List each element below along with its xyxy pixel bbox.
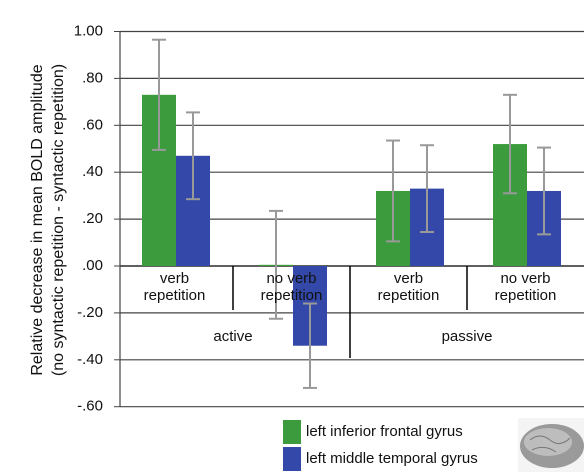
chart: Relative decrease in mean BOLD amplitude… [0,0,584,472]
brain-image [518,418,584,472]
y-tick-label: .20 [82,210,103,227]
group-label: passive [442,328,493,345]
y-tick-label: .00 [82,257,103,274]
y-axis-label: (no syntactic repetition - syntactic rep… [50,64,67,376]
y-tick-label: .60 [82,116,103,133]
x-tick-label: verb repetition [135,270,215,304]
x-tick-label: verb repetition [369,270,449,304]
y-tick-label: -.60 [77,398,103,415]
legend-swatch [283,447,301,471]
y-tick-label: .40 [82,163,103,180]
legend-label: left middle temporal gyrus [306,450,478,467]
y-tick-label: .80 [82,69,103,86]
y-tick-label: 1.00 [74,22,103,39]
y-tick-label: -.40 [77,351,103,368]
page: Relative decrease in mean BOLD amplitude… [0,0,584,472]
y-tick-label: -.20 [77,304,103,321]
x-tick-label: no verb repetition [252,270,332,304]
group-label: active [213,328,252,345]
x-tick-label: no verb repetition [486,270,566,304]
y-axis-label: Relative decrease in mean BOLD amplitude [29,64,46,375]
legend-label: left inferior frontal gyrus [306,423,463,440]
legend-swatch [283,420,301,444]
